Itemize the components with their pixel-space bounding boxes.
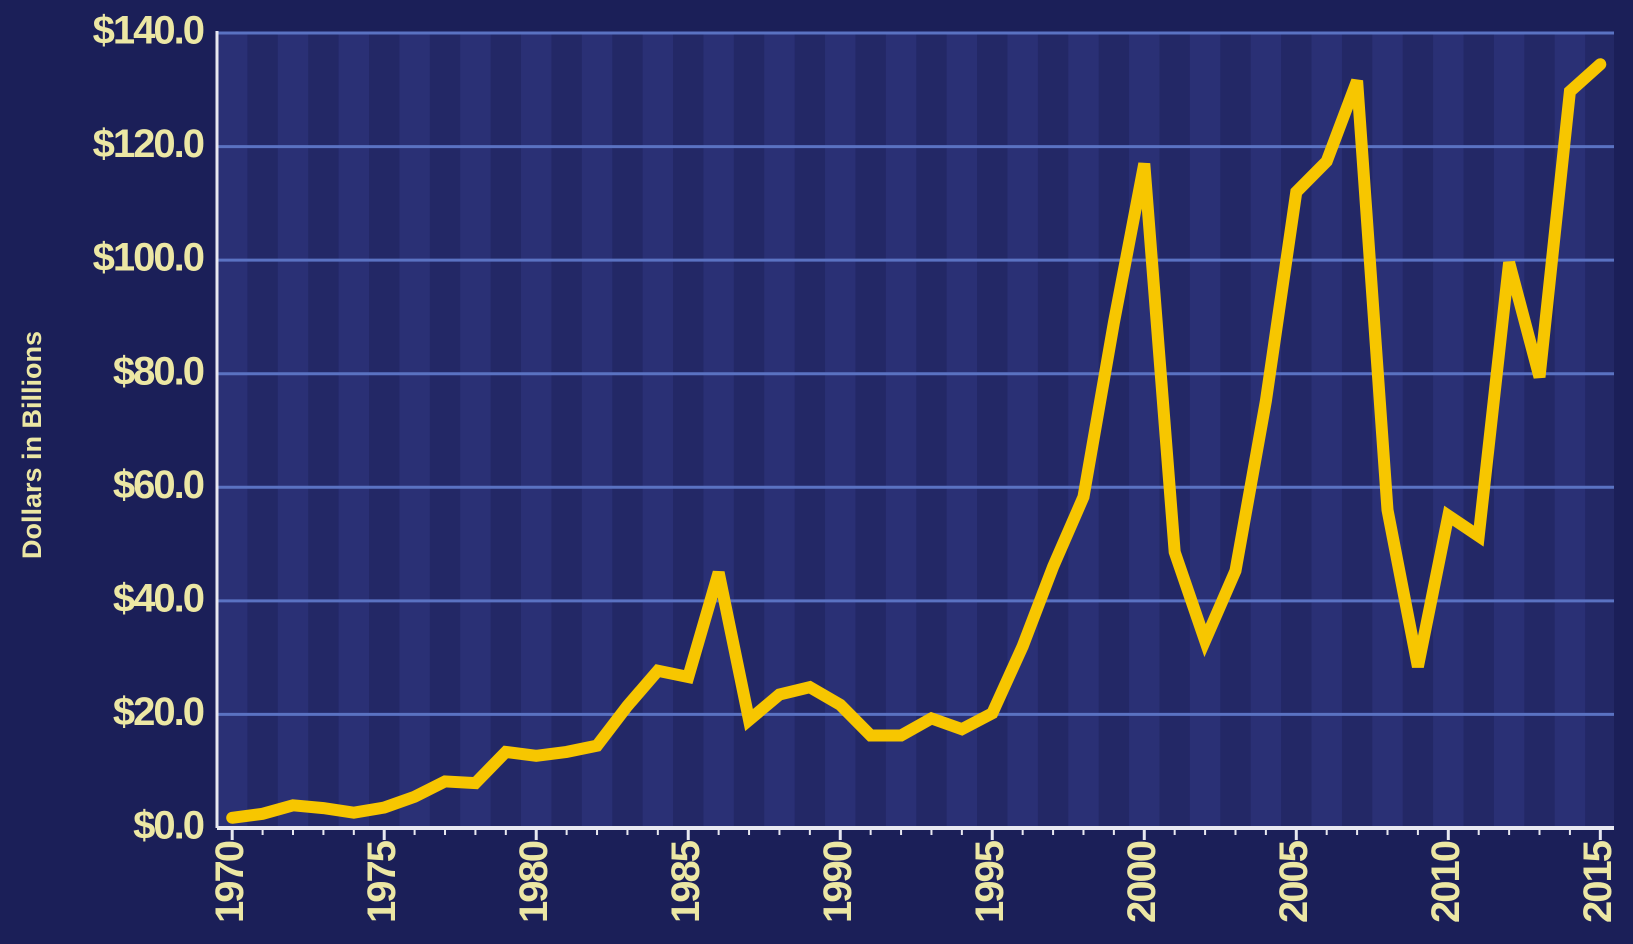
line-series [226, 58, 1607, 824]
y-axis-label: Dollars in Billions [17, 331, 47, 559]
stripe [581, 33, 613, 828]
stripe [217, 33, 248, 828]
x-tick-label: 2010 [1424, 841, 1468, 923]
stripe [1493, 33, 1525, 828]
stripe [338, 33, 370, 828]
stripe [399, 33, 430, 828]
stripe [642, 33, 674, 828]
x-tick-label: 2005 [1272, 840, 1316, 923]
stripe [703, 33, 734, 828]
stripe [885, 33, 917, 828]
stripe [1189, 33, 1221, 828]
x-tick-label: 1995 [968, 840, 1012, 923]
x-tick-label: 1975 [360, 840, 404, 923]
stripe [1433, 33, 1464, 828]
y-tick-label: $60.0 [113, 463, 204, 507]
y-tick-label: $20.0 [113, 690, 204, 734]
y-tick-label: $40.0 [113, 576, 204, 620]
x-tick-label: 1985 [664, 840, 708, 923]
stripe [1129, 33, 1160, 828]
stripe [946, 33, 978, 828]
plot-area [217, 33, 1614, 828]
x-tick-label: 1990 [816, 841, 860, 923]
stripe [1007, 33, 1038, 828]
y-tick-label: $100.0 [93, 236, 204, 280]
x-tick-label: 1970 [208, 841, 252, 923]
y-tick-label: $80.0 [113, 349, 204, 393]
y-tick-label: $140.0 [93, 9, 204, 53]
stripe [277, 33, 309, 828]
y-tick-label: $0.0 [133, 804, 204, 848]
x-tick-label: 1980 [512, 841, 556, 923]
x-tick-label: 2000 [1120, 841, 1164, 923]
x-tick-label: 2015 [1576, 840, 1620, 923]
stripe [521, 33, 552, 828]
stripe [460, 33, 491, 828]
y-tick-label: $120.0 [93, 122, 204, 166]
